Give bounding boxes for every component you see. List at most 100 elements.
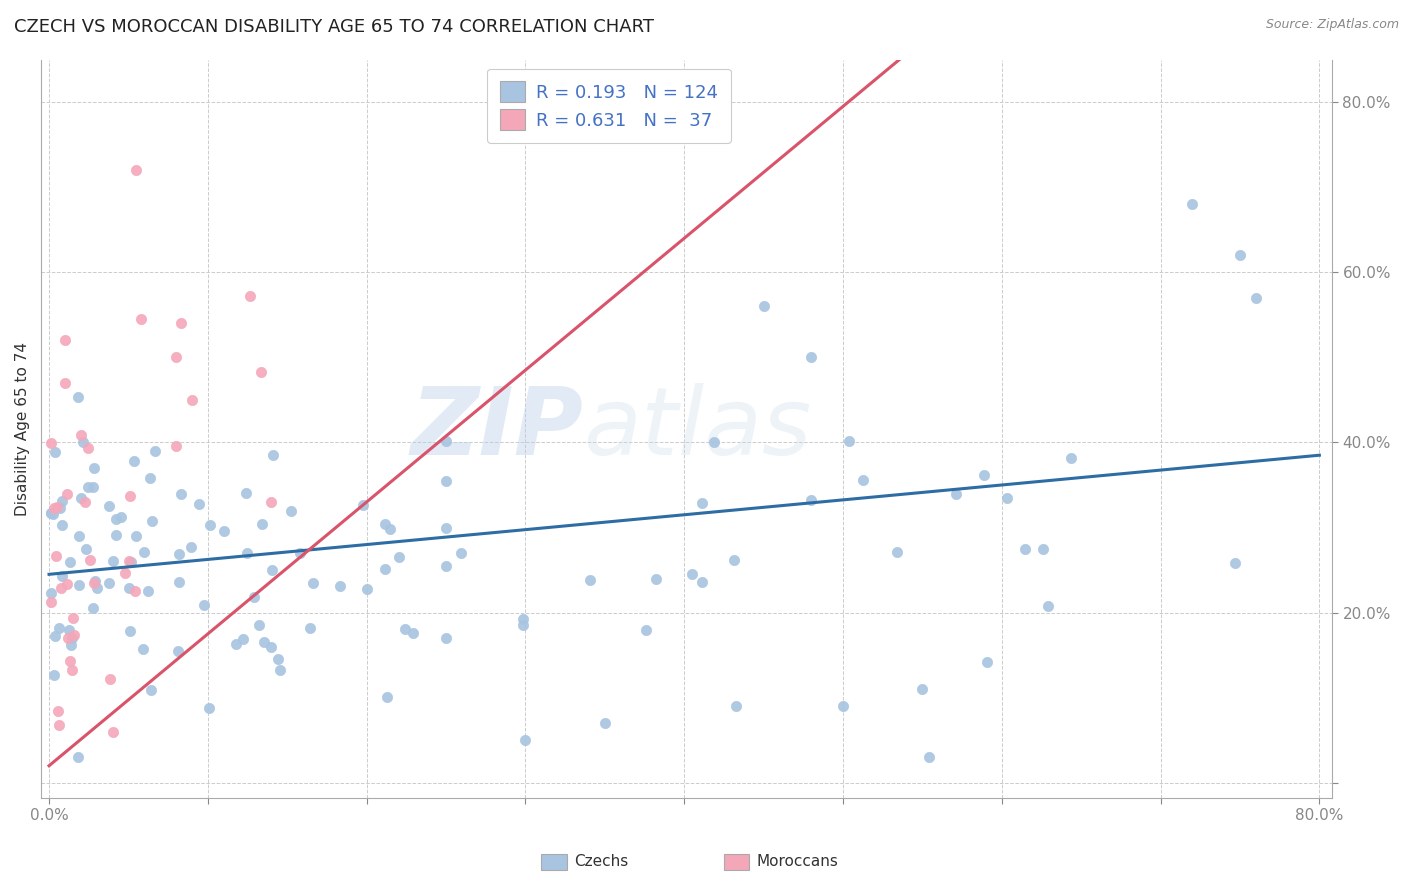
Point: [105, 528, 128, 542]
Point: [83, 575, 105, 590]
Point: [58, 624, 80, 638]
Point: [98, 672, 121, 686]
Point: [1014, 542, 1036, 557]
Point: [60, 663, 83, 677]
Point: [79, 552, 101, 566]
Point: [225, 637, 247, 651]
Point: [70, 491, 93, 506]
Point: [132, 641, 155, 656]
Point: [51, 517, 73, 532]
Point: [434, 434, 457, 449]
Point: [838, 434, 860, 448]
Point: [73, 494, 96, 508]
Point: [82, 480, 104, 494]
Point: [98, 499, 121, 513]
Point: [181, 392, 204, 407]
Point: [139, 471, 162, 485]
Point: [690, 574, 713, 589]
Point: [48, 621, 70, 635]
Point: [167, 574, 190, 589]
Point: [976, 655, 998, 669]
Point: [235, 485, 257, 500]
Point: [267, 652, 290, 666]
Text: atlas: atlas: [583, 384, 811, 475]
Point: [86, 581, 108, 595]
Point: [239, 288, 262, 302]
Point: [39, 506, 62, 520]
Text: ZIP: ZIP: [411, 383, 583, 475]
Point: [852, 473, 875, 487]
Point: [945, 487, 967, 501]
Point: [260, 495, 283, 509]
Point: [832, 699, 855, 714]
Point: [44, 445, 66, 459]
Point: [512, 618, 534, 632]
Point: [995, 491, 1018, 505]
Point: [165, 351, 187, 365]
Point: [44, 629, 66, 643]
Point: [77, 441, 100, 455]
Point: [60, 631, 83, 645]
Point: [59, 654, 82, 668]
Point: [51, 493, 73, 508]
Point: [118, 582, 141, 596]
Point: [280, 504, 302, 518]
Point: [180, 541, 202, 555]
Point: [1181, 197, 1204, 211]
Point: [253, 635, 276, 649]
Point: [75, 542, 97, 557]
Point: [42, 508, 65, 522]
Point: [132, 544, 155, 558]
Point: [82, 600, 104, 615]
Point: [249, 365, 271, 379]
Point: [329, 579, 352, 593]
Point: [434, 558, 457, 573]
Point: [53, 334, 76, 348]
Point: [375, 690, 398, 704]
Point: [1244, 291, 1267, 305]
Point: [56, 487, 79, 501]
Point: [139, 682, 162, 697]
Point: [512, 612, 534, 626]
Point: [48, 500, 70, 515]
Point: [800, 493, 823, 508]
Point: [723, 553, 745, 567]
Point: [129, 312, 152, 326]
Point: [124, 583, 146, 598]
Point: [59, 555, 82, 569]
Point: [302, 575, 325, 590]
Point: [39, 586, 62, 600]
Point: [252, 517, 274, 532]
Point: [101, 554, 124, 568]
Point: [236, 546, 259, 560]
Point: [232, 632, 254, 647]
Point: [515, 733, 537, 747]
Point: [56, 631, 79, 645]
Point: [125, 163, 148, 178]
Point: [120, 555, 142, 569]
Point: [56, 577, 79, 591]
Point: [402, 625, 425, 640]
Point: [703, 434, 725, 449]
Point: [800, 351, 823, 365]
Point: [973, 467, 995, 482]
Point: [634, 624, 657, 638]
Point: [247, 618, 270, 632]
Point: [62, 611, 84, 625]
Point: [681, 567, 703, 582]
Point: [67, 390, 90, 404]
Point: [77, 480, 100, 494]
Point: [143, 444, 166, 458]
Point: [166, 644, 188, 658]
Point: [388, 549, 411, 564]
Point: [53, 376, 76, 390]
Point: [62, 628, 84, 642]
Point: [46, 704, 69, 718]
Point: [724, 698, 747, 713]
Point: [136, 583, 159, 598]
Point: [1060, 451, 1083, 466]
Point: [60, 638, 83, 652]
Point: [69, 428, 91, 442]
Point: [84, 574, 107, 588]
Text: Czechs: Czechs: [574, 855, 628, 869]
